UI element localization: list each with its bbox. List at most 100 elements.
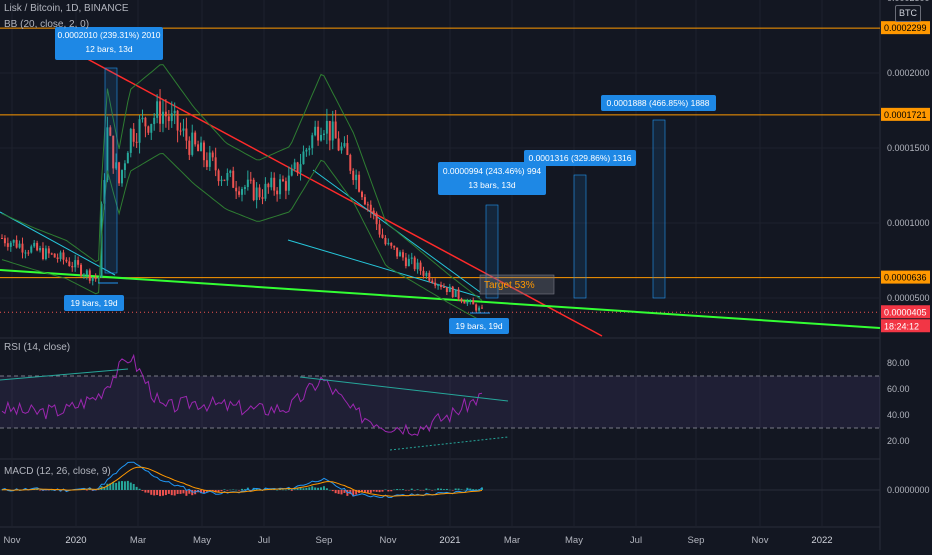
- price-candle: [235, 187, 238, 192]
- price-candle: [202, 142, 205, 161]
- price-candle: [156, 101, 159, 118]
- macd-histogram-bar: [188, 490, 191, 494]
- price-candle: [182, 128, 185, 131]
- macd-histogram-bar: [202, 490, 205, 494]
- macd-histogram-bar: [232, 489, 235, 490]
- macd-histogram-bar: [460, 489, 463, 490]
- measure-label-box: [55, 27, 163, 60]
- macd-histogram-bar: [407, 490, 410, 491]
- macd-histogram-bar: [249, 490, 252, 491]
- target-label-text: 13 bars, 13d: [468, 180, 516, 190]
- macd-histogram-bar: [422, 490, 425, 491]
- price-candle: [24, 252, 27, 254]
- macd-histogram-bar: [258, 488, 261, 490]
- macd-histogram-bar: [200, 490, 203, 494]
- macd-line: [1, 461, 483, 499]
- macd-histogram-bar: [355, 490, 358, 495]
- price-tick-label: 0.0002000: [887, 68, 930, 78]
- price-candle: [416, 262, 419, 270]
- macd-histogram-bar: [170, 490, 173, 496]
- target-projection-3: [652, 119, 666, 299]
- macd-histogram-bar: [47, 490, 50, 491]
- price-tick-label: 0.0000500: [887, 293, 930, 303]
- price-candle: [6, 243, 9, 247]
- macd-histogram-bar: [279, 489, 282, 490]
- price-candle: [91, 277, 94, 281]
- macd-histogram-bar: [308, 487, 311, 490]
- macd-histogram-bar: [296, 487, 299, 490]
- price-candle: [77, 260, 80, 265]
- price-candle: [106, 127, 109, 181]
- measure-label-text: 12 bars, 13d: [85, 44, 133, 54]
- price-candle: [299, 164, 302, 173]
- macd-histogram-bar: [343, 490, 346, 493]
- macd-histogram-bar: [144, 490, 147, 493]
- price-candle: [384, 237, 387, 245]
- macd-histogram-bar: [179, 490, 182, 494]
- time-tick-label: May: [565, 535, 583, 546]
- price-candle: [15, 239, 18, 248]
- bb-upper-band: [1, 64, 483, 301]
- price-candle: [74, 260, 77, 268]
- currency-badge[interactable]: BTC: [895, 5, 921, 22]
- price-candle: [434, 282, 437, 286]
- price-candle: [68, 261, 71, 267]
- price-tick-label: 0.0001000: [887, 218, 930, 228]
- price-candle: [369, 204, 372, 211]
- price-candle: [261, 197, 264, 199]
- target-percent-text: Target 53%: [484, 280, 535, 291]
- price-candle: [396, 247, 399, 257]
- price-candle: [132, 128, 135, 142]
- macd-histogram-bar: [413, 490, 416, 491]
- price-candle: [170, 113, 173, 122]
- bb-legend: BB (20, close, 2, 0): [4, 19, 90, 30]
- last-price-tag: 0.0000405: [884, 307, 927, 317]
- price-candle: [252, 179, 255, 201]
- price-candle: [147, 126, 150, 133]
- time-tick-label: Sep: [688, 535, 705, 546]
- macd-histogram-bar: [463, 489, 466, 491]
- macd-histogram-bar: [129, 482, 132, 490]
- price-candle: [442, 286, 445, 288]
- price-candle: [103, 180, 106, 204]
- price-candle: [340, 146, 343, 151]
- macd-histogram-bar: [361, 490, 363, 492]
- price-candle: [50, 253, 53, 255]
- bars-range-text: 19 bars, 19d: [70, 298, 118, 308]
- price-candle: [30, 246, 33, 253]
- macd-histogram-bar: [44, 490, 47, 491]
- macd-histogram-bar: [396, 489, 399, 490]
- price-candle: [328, 120, 331, 141]
- price-candle: [425, 272, 428, 276]
- bars-range-box: [449, 318, 509, 334]
- time-tick-label: 2022: [811, 535, 832, 546]
- macd-histogram-bar: [472, 489, 475, 490]
- macd-histogram-bar: [147, 490, 150, 493]
- macd-histogram-bar: [284, 489, 287, 491]
- macd-histogram-bar: [481, 487, 483, 490]
- countdown-tag-bg: [881, 319, 930, 333]
- price-candle: [82, 274, 85, 276]
- symbol-title: Lisk / Bitcoin, 1D, BINANCE: [4, 3, 129, 14]
- price-candle: [381, 234, 384, 238]
- macd-histogram-bar: [325, 488, 328, 490]
- macd-histogram-bar: [153, 490, 156, 496]
- price-candle: [440, 284, 443, 287]
- target-label-box: [601, 95, 716, 111]
- price-candle: [246, 179, 249, 188]
- price-candle: [71, 266, 74, 268]
- price-candle: [276, 190, 279, 195]
- price-candle: [3, 238, 6, 244]
- price-candle: [393, 245, 396, 248]
- time-tick-label: 2021: [439, 535, 460, 546]
- price-candle: [255, 187, 258, 201]
- target-label-box: [524, 150, 636, 166]
- macd-histogram-bar: [150, 490, 153, 495]
- macd-histogram-bar: [39, 490, 42, 491]
- macd-histogram-bar: [121, 481, 123, 490]
- macd-histogram-bar: [255, 488, 258, 490]
- target-percent-box: [479, 274, 555, 295]
- rsi-line: [1, 353, 483, 436]
- last-price-tag-bg: [881, 305, 930, 319]
